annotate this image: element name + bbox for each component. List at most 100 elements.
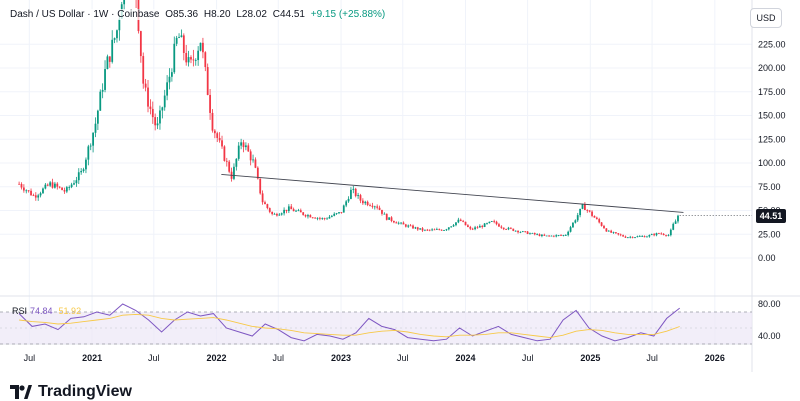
trendline[interactable] [221, 173, 752, 217]
candle-up [49, 180, 52, 188]
candle-up [407, 224, 410, 228]
candle-up [569, 225, 572, 233]
rsi-label[interactable]: RSI [12, 306, 28, 316]
rsi-legend: RSI 74.84 51.92 [12, 306, 81, 316]
candle-down [471, 227, 474, 231]
tradingview-logo[interactable]: TradingView [10, 383, 132, 401]
candle-down [309, 214, 312, 218]
candle-up [541, 234, 543, 238]
candle-down [108, 56, 111, 68]
candle-up [316, 217, 319, 221]
candle-down [526, 230, 529, 235]
time-tick-label: 2026 [705, 353, 725, 363]
candle-down [22, 184, 25, 193]
candle-down [192, 49, 195, 67]
candle-down [643, 235, 646, 238]
low-value: L28.02 [236, 9, 267, 20]
candle-up [92, 132, 95, 153]
candle-up [244, 142, 247, 151]
candle-up [350, 187, 352, 200]
candle-down [218, 132, 221, 143]
candle-down [139, 30, 142, 63]
candle-up [519, 231, 522, 234]
candle-down [271, 211, 274, 216]
candle-down [292, 207, 295, 212]
candle-up [447, 227, 450, 231]
time-axis[interactable]: Jul 2021 Jul 2022 Jul 2023 Jul 2024 Jul 2025 Jul 20… [24, 353, 725, 363]
candle-down [154, 113, 157, 131]
candle-down [591, 210, 593, 218]
price-tick-label: 125.00 [758, 134, 786, 144]
candle-up [159, 105, 161, 130]
candle-down [323, 217, 326, 221]
candle-down [20, 182, 23, 190]
candle-up [42, 187, 44, 194]
candle-down [631, 236, 634, 239]
candle-down [524, 231, 527, 233]
candle-down [266, 203, 269, 210]
candle-up [557, 234, 560, 237]
candle-up [326, 217, 328, 220]
candle-down [617, 233, 620, 236]
candle-down [476, 225, 479, 229]
candle-up [85, 157, 87, 174]
candle-down [426, 228, 429, 232]
candle-down [509, 227, 512, 230]
candle-down [209, 89, 211, 120]
candle-down [595, 216, 598, 220]
candle-up [536, 233, 539, 236]
candle-up [99, 89, 102, 111]
candle-up [435, 227, 438, 230]
rsi-ma-value: 51.92 [58, 306, 82, 316]
candle-down [376, 204, 379, 210]
candle-down [211, 109, 214, 133]
candle-up [529, 232, 531, 235]
candle-up [235, 158, 238, 171]
candle-down [247, 143, 250, 152]
candle-down [404, 223, 407, 228]
candle-down [259, 178, 262, 195]
candle-up [113, 37, 116, 44]
symbol-title[interactable]: Dash / US Dollar · 1W · Coinbase [10, 9, 160, 20]
candle-up [178, 33, 180, 39]
price-tick-label: 200.00 [758, 63, 786, 73]
candle-down [142, 52, 145, 89]
candle-up [383, 212, 386, 215]
candle-up [531, 232, 534, 234]
candle-down [500, 225, 503, 229]
candle-up [106, 54, 109, 70]
candle-down [27, 190, 30, 193]
candle-down [206, 63, 209, 96]
candle-down [543, 233, 546, 236]
candle-down [610, 229, 613, 233]
candle-up [104, 60, 106, 93]
candle-up [445, 228, 448, 231]
resistance-trendline[interactable] [221, 173, 684, 213]
candle-down [622, 234, 624, 237]
candle-down [390, 216, 393, 223]
candle-down [548, 235, 550, 237]
candle-up [342, 204, 345, 213]
candle-up [572, 222, 574, 229]
candle-down [369, 203, 371, 207]
candle-down [242, 139, 245, 153]
candle-down [311, 217, 314, 219]
candle-up [233, 163, 235, 181]
candle-up [347, 196, 350, 203]
candle-up [111, 30, 114, 64]
rsi-value: 74.84 [30, 306, 53, 316]
candle-down [261, 190, 264, 205]
candle-down [395, 221, 398, 224]
candle-down [603, 224, 605, 229]
candle-down [135, 0, 137, 9]
currency-button[interactable]: USD [750, 8, 782, 28]
candle-up [555, 234, 558, 238]
candle-up [73, 180, 75, 186]
candle-down [359, 193, 362, 204]
candle-up [443, 229, 445, 231]
candle-down [393, 220, 395, 224]
candle-down [416, 226, 419, 231]
candle-up [345, 200, 348, 208]
candle-down [182, 33, 185, 61]
